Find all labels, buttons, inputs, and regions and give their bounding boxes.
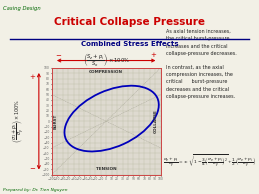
Text: As axial tension increases,
the critical burst-pressure
increases and the critic: As axial tension increases, the critical… (166, 29, 236, 99)
Text: TENSION: TENSION (96, 167, 117, 171)
Text: $+$: $+$ (150, 50, 157, 59)
Text: Critical Collapse Pressure: Critical Collapse Pressure (54, 17, 205, 28)
Text: Casing Design: Casing Design (3, 6, 40, 11)
Text: $+$: $+$ (29, 72, 36, 81)
Text: $-$: $-$ (55, 51, 62, 57)
Text: $\dfrac{\sigma_e+p_i}{\sigma_y}=\pm\sqrt{1-\dfrac{3}{4}\left(\dfrac{\sigma_e+p_i: $\dfrac{\sigma_e+p_i}{\sigma_y}=\pm\sqrt… (163, 153, 256, 169)
Text: BURST: BURST (54, 114, 58, 129)
Text: Combined Stress Effects: Combined Stress Effects (81, 41, 178, 47)
Text: $\left(\dfrac{\sigma_1+p_i}{\sigma_y}\right)\times100\%$: $\left(\dfrac{\sigma_1+p_i}{\sigma_y}\ri… (10, 99, 26, 143)
Text: COLLAPSE: COLLAPSE (153, 109, 157, 133)
Text: $\left(\dfrac{S_z+p_i}{S_o}\right)\times100\%$: $\left(\dfrac{S_z+p_i}{S_o}\right)\times… (83, 51, 130, 68)
Text: $-$: $-$ (29, 164, 36, 170)
Text: COMPRESSION: COMPRESSION (89, 70, 123, 74)
Text: Prepared by: Dr. Tien Nguyen: Prepared by: Dr. Tien Nguyen (3, 188, 67, 192)
